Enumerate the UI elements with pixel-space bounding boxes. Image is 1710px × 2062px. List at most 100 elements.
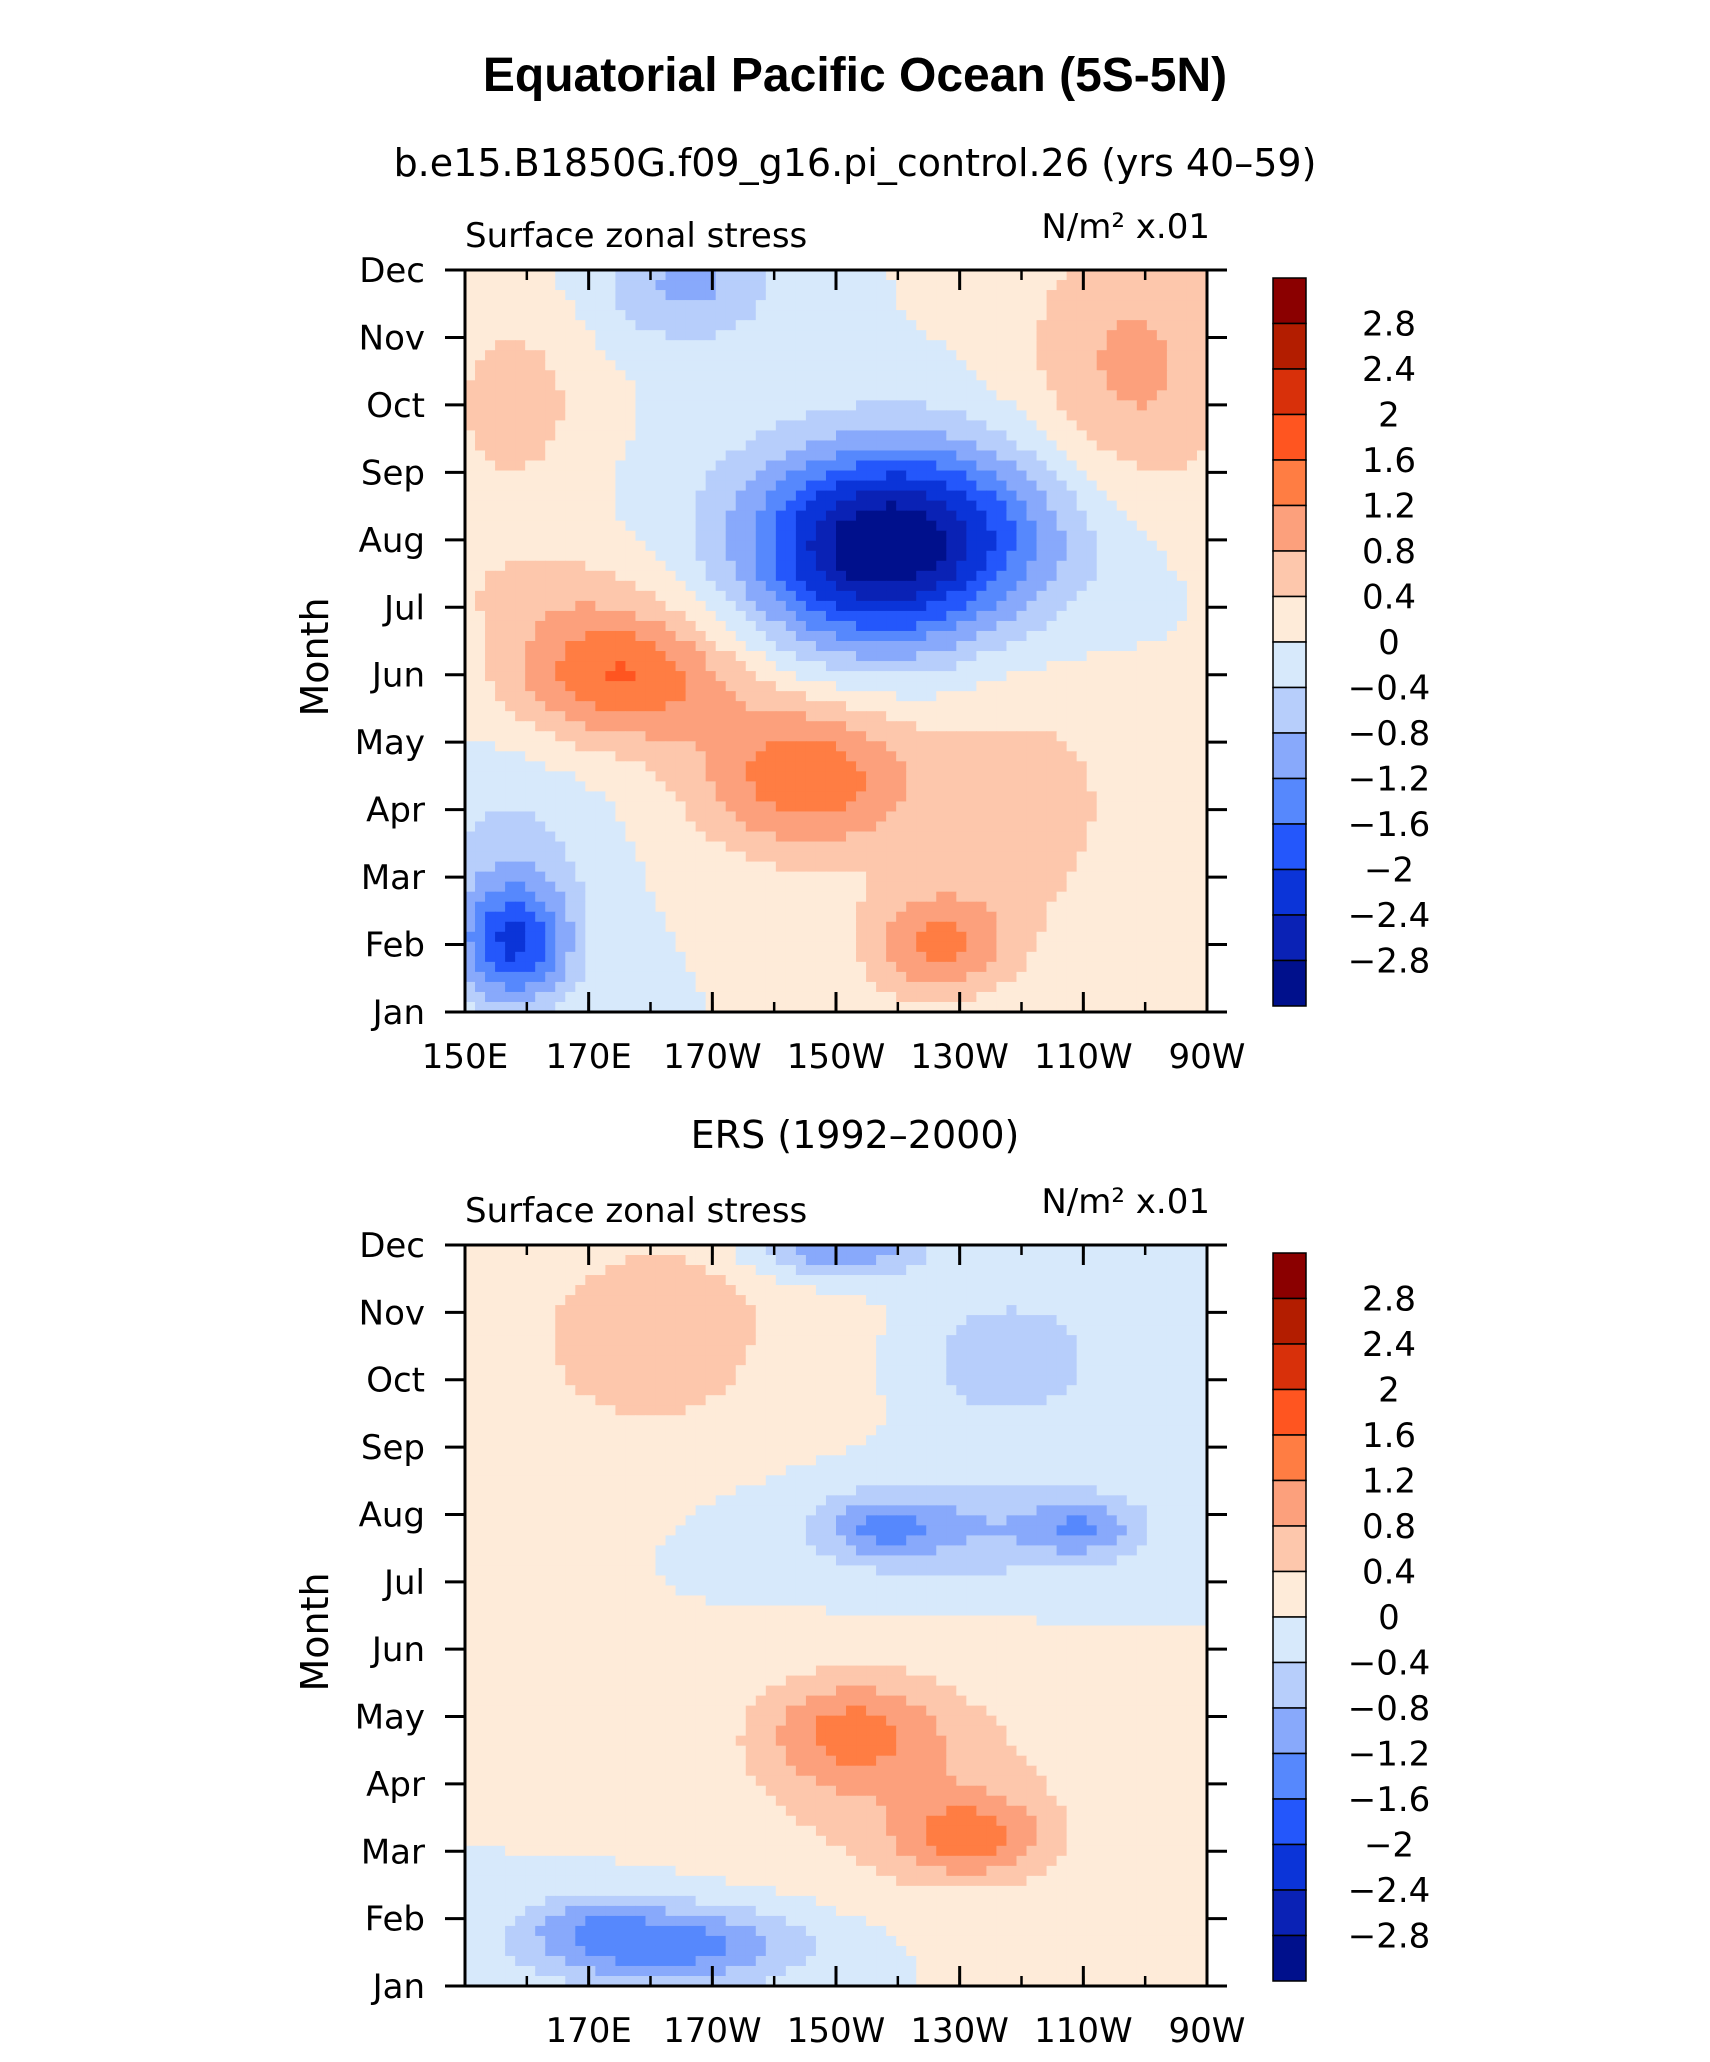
field-cell (555, 410, 566, 422)
field-cell (1016, 380, 1028, 391)
field-cell (1096, 751, 1108, 762)
field-cell (966, 630, 977, 642)
field-cell (1196, 881, 1208, 893)
field-cell (745, 761, 757, 772)
field-cell (856, 881, 867, 893)
field-cell (1106, 390, 1118, 401)
field-cell (1186, 600, 1198, 612)
field-cell (1086, 881, 1098, 893)
field-cell (735, 641, 747, 652)
field-cell (1076, 310, 1088, 321)
field-cell (535, 761, 546, 772)
field-cell (836, 360, 847, 371)
field-cell (926, 350, 937, 361)
field-cell (976, 450, 988, 462)
field-cell (615, 651, 627, 662)
field-cell (996, 881, 1008, 893)
field-cell (815, 630, 827, 642)
field-cell (705, 921, 717, 933)
field-cell (1016, 851, 1028, 863)
field-cell (1126, 761, 1138, 772)
field-cell (695, 771, 707, 782)
field-cell (625, 390, 637, 401)
field-cell (1146, 931, 1158, 943)
field-cell (906, 300, 917, 311)
field-cell (505, 320, 516, 331)
field-cell (1096, 661, 1108, 672)
field-cell (1036, 791, 1048, 803)
field-cell (1186, 340, 1198, 351)
field-cell (1136, 630, 1148, 642)
field-cell (535, 480, 546, 492)
field-cell (735, 300, 747, 311)
field-cell (946, 410, 957, 422)
field-cell (966, 440, 977, 452)
field-cell (625, 781, 637, 793)
field-cell (755, 280, 767, 291)
field-cell (545, 340, 556, 351)
field-cell (1196, 480, 1208, 492)
field-cell (575, 340, 586, 351)
field-cell (1106, 550, 1118, 562)
field-cell (956, 350, 967, 361)
field-cell (805, 671, 817, 682)
field-cell (926, 911, 937, 923)
field-cell (715, 891, 727, 903)
field-cell (1176, 841, 1188, 853)
field-cell (575, 761, 586, 772)
field-cell (505, 450, 516, 462)
field-cell (775, 801, 787, 813)
field-cell (805, 651, 817, 662)
field-cell (1026, 500, 1038, 512)
field-cell (465, 791, 476, 803)
field-cell (655, 891, 667, 903)
field-cell (1126, 390, 1138, 401)
field-cell (595, 851, 606, 863)
field-cell (1006, 681, 1018, 692)
field-cell (485, 701, 496, 712)
field-cell (505, 901, 516, 913)
field-cell (1176, 460, 1188, 472)
field-cell (735, 701, 747, 712)
field-cell (725, 500, 737, 512)
field-cell (605, 651, 617, 662)
field-cell (1026, 731, 1038, 742)
field-cell (825, 420, 837, 432)
field-cell (1036, 420, 1048, 432)
field-cell (505, 590, 516, 602)
field-cell (916, 841, 927, 853)
field-cell (685, 320, 697, 331)
field-cell (1066, 921, 1078, 933)
field-cell (1146, 410, 1158, 422)
field-cell (1176, 711, 1188, 722)
field-cell (1136, 470, 1148, 482)
field-cell (685, 681, 697, 692)
field-cell (1156, 340, 1168, 351)
field-cell (795, 671, 807, 682)
field-cell (595, 500, 606, 512)
field-cell (1046, 931, 1058, 943)
field-cell (1126, 360, 1138, 371)
field-cell (735, 661, 747, 672)
field-cell (996, 671, 1008, 682)
field-cell (1076, 460, 1088, 472)
field-cell (715, 671, 727, 682)
field-cell (695, 370, 707, 381)
field-cell (535, 911, 546, 923)
field-cell (1056, 440, 1068, 452)
field-cell (695, 550, 707, 562)
field-cell (505, 580, 516, 592)
field-cell (1036, 901, 1048, 913)
field-cell (775, 440, 787, 452)
field-cell (735, 340, 747, 351)
field-cell (595, 931, 606, 943)
field-cell (555, 580, 566, 592)
field-cell (685, 460, 697, 472)
field-cell (785, 751, 797, 762)
field-cell (515, 580, 526, 592)
field-cell (705, 741, 717, 752)
field-cell (1076, 731, 1088, 742)
field-cell (805, 400, 817, 411)
field-cell (565, 731, 576, 742)
field-cell (525, 350, 536, 361)
